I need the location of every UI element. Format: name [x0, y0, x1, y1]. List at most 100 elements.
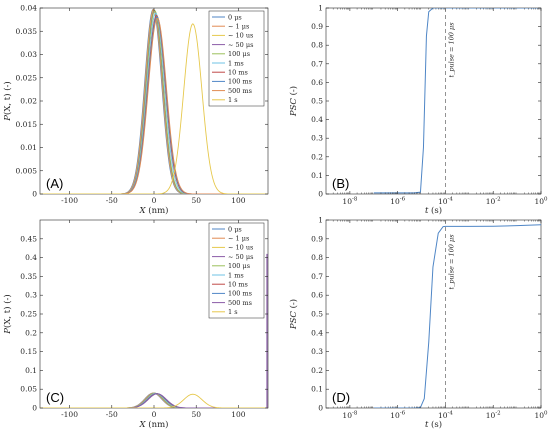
y-tick-label: 0.1 — [311, 385, 323, 394]
y-tick-label: 0.9 — [311, 22, 323, 31]
plot-frame — [325, 7, 542, 195]
y-axis-label-group: P(X, t) (-) — [2, 81, 13, 121]
psc-line — [373, 224, 541, 408]
data-layer — [373, 224, 541, 408]
legend-label: 1 s — [228, 308, 238, 316]
y-tick-label: 0.45 — [20, 234, 37, 243]
legend-label: 1 ms — [228, 271, 244, 279]
y-axis-label-group: PSC (-) — [288, 86, 299, 117]
y-tick-label: 0.2 — [311, 152, 323, 161]
x-tick-label: 10-8 — [342, 411, 357, 421]
x-axis-label: X (nm) — [139, 419, 169, 430]
y-tick-label: 0.5 — [311, 97, 323, 106]
y-tick-label: 0.15 — [20, 347, 37, 356]
x-tick-label: 10-2 — [486, 411, 501, 421]
y-tick-label: 0.01 — [20, 143, 37, 152]
series-line-5 — [40, 12, 268, 194]
x-tick-label: 50 — [191, 410, 201, 419]
legend-label: 100 ms — [228, 290, 252, 298]
x-tick-label: 10-6 — [390, 411, 405, 421]
y-tick-label: 0.4 — [311, 328, 323, 337]
y-tick-label: 1 — [318, 216, 323, 225]
x-tick-label: 10-4 — [438, 411, 453, 421]
legend-label: 100 μs — [228, 50, 250, 58]
x-tick-label: -100 — [61, 196, 78, 205]
y-tick-label: 0.035 — [16, 27, 38, 36]
y-tick-label: 0.7 — [311, 272, 323, 281]
y-tick-label: 0.4 — [25, 253, 37, 262]
y-tick-label: 0.6 — [311, 78, 323, 87]
legend-label: ~ 50 μs — [228, 253, 253, 261]
series-line-6 — [40, 14, 268, 194]
x-tick-label: 0 — [152, 410, 157, 419]
y-axis-label: PSC (-) — [288, 86, 299, 117]
legend-label: 100 ms — [228, 78, 252, 86]
panel-label: (C) — [46, 390, 64, 405]
y-tick-label: 0.9 — [311, 234, 323, 243]
x-tick-label: -100 — [61, 410, 78, 419]
x-tick-label: 100 — [231, 196, 246, 205]
series-line-7 — [40, 16, 268, 194]
panel-a: -100 -50 0 50 100 0 0.005 0.01 0.015 0.02 0.025 0.0… — [2, 4, 269, 216]
y-tick-label: 0.5 — [311, 310, 323, 319]
x-tick-label: 50 — [191, 196, 201, 205]
y-tick-label: 0.7 — [311, 59, 323, 68]
y-tick-label: 0.8 — [311, 253, 323, 262]
panel-label: (D) — [332, 390, 350, 405]
pulse-annotation: t_pulse = 100 μs — [447, 234, 455, 290]
y-tick-label: 0.025 — [16, 73, 38, 82]
legend-label: ~ 10 us — [228, 32, 253, 40]
legend-label: ~ 10 us — [228, 244, 253, 252]
legend-label: 10 ms — [228, 69, 248, 77]
x-tick-label: -50 — [106, 196, 118, 205]
legend-label: ~ 1 μs — [228, 235, 249, 243]
x-tick-label: 10-6 — [390, 197, 405, 207]
x-tick-label: 100 — [231, 410, 246, 419]
legend-label: 500 ms — [228, 299, 252, 307]
x-tick-label: -50 — [106, 410, 118, 419]
pulse-annotation: t_pulse = 100 μs — [447, 22, 455, 78]
x-tick-label: 10-2 — [486, 197, 501, 207]
y-tick-label: 0.05 — [20, 385, 37, 394]
legend-label: 1 s — [228, 96, 238, 104]
legend-label: 1 ms — [228, 59, 244, 67]
legend-label: 100 μs — [228, 262, 250, 270]
x-tick-label: 10-8 — [342, 197, 357, 207]
legend-label: 10 ms — [228, 281, 248, 289]
y-tick-label: 1 — [318, 4, 323, 13]
y-tick-label: 0.25 — [20, 310, 37, 319]
y-tick-label: 0.8 — [311, 41, 323, 50]
panel-d: 10-8 10-6 10-4 10-2 100 0 0.1 0.2 0.3 0.4 0.5 0.6 0.… — [288, 216, 548, 431]
pulse-annotation-group: t_pulse = 100 μs — [447, 22, 455, 78]
x-axis-label: X (nm) — [139, 205, 169, 216]
y-axis-label-group: P(X, t) (-) — [2, 294, 13, 334]
series-line-8 — [40, 17, 268, 194]
y-tick-label: 0.03 — [20, 50, 37, 59]
y-tick-label: 0.3 — [311, 134, 323, 143]
legend-label: ~ 50 μs — [228, 41, 253, 49]
y-tick-label: 0.1 — [311, 171, 323, 180]
pulse-annotation-group: t_pulse = 100 μs — [447, 234, 455, 290]
series-line-8 — [40, 393, 268, 408]
y-axis-label: P(X, t) (-) — [2, 294, 13, 334]
y-tick-label: 0.02 — [20, 97, 37, 106]
x-axis-label: t (s) — [425, 419, 442, 430]
y-tick-label: 0.4 — [311, 115, 323, 124]
y-tick-label: 0 — [318, 404, 323, 413]
legend-label: 0 μs — [228, 225, 242, 233]
y-tick-label: 0.3 — [311, 347, 323, 356]
y-tick-label: 0.2 — [25, 328, 37, 337]
x-tick-label: 100 — [534, 197, 548, 207]
legend-label: ~ 1 μs — [228, 23, 249, 31]
x-tick-label: 0 — [152, 196, 157, 205]
panel-label: (B) — [332, 176, 349, 191]
y-tick-label: 0.3 — [25, 291, 37, 300]
panel-c: -100 -50 0 50 100 0 0.05 0.1 0.15 0.2 0.25 0.3 0.35 0… — [2, 219, 269, 430]
y-tick-label: 0 — [32, 404, 37, 413]
y-tick-label: 0.35 — [20, 272, 37, 281]
panel-label: (A) — [46, 176, 63, 191]
series-line-4 — [40, 10, 268, 194]
y-axis-label: PSC (-) — [288, 299, 299, 330]
